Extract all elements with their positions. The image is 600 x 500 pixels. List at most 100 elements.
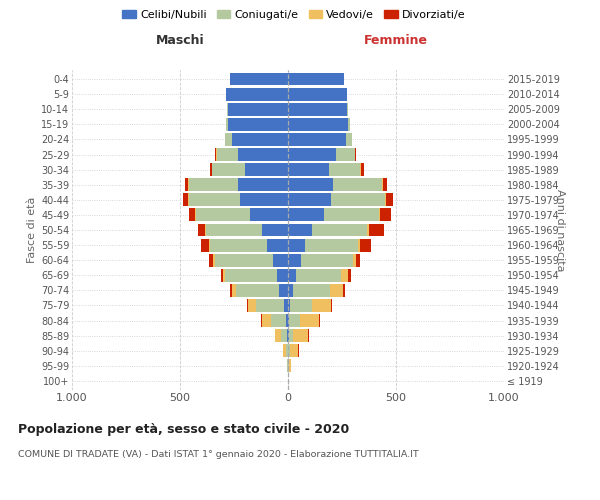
- Bar: [226, 88, 288, 101]
- Bar: [288, 299, 332, 312]
- Bar: [221, 269, 288, 281]
- Bar: [288, 360, 289, 372]
- Bar: [288, 133, 352, 146]
- Bar: [288, 254, 361, 266]
- Bar: [215, 254, 288, 266]
- Bar: [195, 208, 288, 222]
- Bar: [236, 284, 288, 297]
- Bar: [288, 269, 350, 281]
- Bar: [288, 194, 331, 206]
- Bar: [188, 194, 288, 206]
- Bar: [288, 238, 371, 252]
- Bar: [288, 72, 344, 86]
- Bar: [188, 194, 288, 206]
- Bar: [227, 103, 288, 116]
- Bar: [288, 208, 380, 222]
- Bar: [288, 299, 290, 312]
- Bar: [230, 72, 288, 86]
- Bar: [288, 208, 323, 222]
- Bar: [209, 163, 288, 176]
- Bar: [288, 269, 341, 281]
- Bar: [288, 224, 367, 236]
- Bar: [226, 118, 288, 131]
- Bar: [288, 329, 308, 342]
- Bar: [288, 103, 347, 116]
- Bar: [288, 329, 289, 342]
- Bar: [188, 208, 288, 222]
- Bar: [288, 103, 347, 116]
- Bar: [268, 238, 288, 252]
- Bar: [241, 194, 288, 206]
- Bar: [216, 148, 288, 161]
- Bar: [227, 118, 288, 131]
- Bar: [226, 88, 288, 101]
- Bar: [288, 224, 368, 236]
- Bar: [226, 88, 288, 101]
- Bar: [217, 148, 288, 161]
- Bar: [287, 329, 288, 342]
- Bar: [230, 284, 288, 297]
- Bar: [288, 269, 296, 281]
- Bar: [288, 254, 301, 266]
- Bar: [188, 178, 288, 191]
- Bar: [288, 284, 330, 297]
- Bar: [288, 163, 361, 176]
- Bar: [223, 269, 288, 281]
- Bar: [288, 284, 343, 297]
- Bar: [271, 314, 288, 327]
- Bar: [288, 269, 349, 281]
- Bar: [212, 163, 288, 176]
- Bar: [275, 329, 288, 342]
- Bar: [262, 224, 288, 236]
- Bar: [225, 133, 288, 146]
- Bar: [226, 269, 288, 281]
- Bar: [288, 299, 331, 312]
- Bar: [232, 133, 288, 146]
- Bar: [288, 254, 356, 266]
- Bar: [288, 344, 299, 357]
- Bar: [288, 118, 350, 131]
- Bar: [288, 238, 361, 252]
- Bar: [288, 344, 298, 357]
- Bar: [288, 284, 345, 297]
- Bar: [209, 238, 288, 252]
- Bar: [214, 254, 288, 266]
- Bar: [273, 254, 288, 266]
- Bar: [288, 72, 344, 86]
- Bar: [288, 163, 329, 176]
- Y-axis label: Fasce di età: Fasce di età: [26, 197, 37, 263]
- Bar: [277, 269, 288, 281]
- Bar: [288, 88, 347, 101]
- Bar: [245, 163, 288, 176]
- Bar: [230, 72, 288, 86]
- Bar: [210, 238, 288, 252]
- Bar: [288, 360, 291, 372]
- Bar: [286, 314, 288, 327]
- Bar: [288, 208, 391, 222]
- Bar: [288, 118, 350, 131]
- Bar: [200, 238, 288, 252]
- Bar: [230, 72, 288, 86]
- Bar: [288, 314, 289, 327]
- Bar: [288, 194, 385, 206]
- Bar: [288, 254, 353, 266]
- Text: Femmine: Femmine: [364, 34, 428, 48]
- Bar: [238, 148, 288, 161]
- Bar: [226, 133, 288, 146]
- Bar: [286, 344, 288, 357]
- Bar: [288, 329, 293, 342]
- Bar: [288, 238, 358, 252]
- Bar: [199, 224, 288, 236]
- Bar: [287, 360, 288, 372]
- Bar: [288, 360, 291, 372]
- Text: Maschi: Maschi: [155, 34, 205, 48]
- Bar: [288, 148, 355, 161]
- Text: COMUNE DI TRADATE (VA) - Dati ISTAT 1° gennaio 2020 - Elaborazione TUTTITALIA.IT: COMUNE DI TRADATE (VA) - Dati ISTAT 1° g…: [18, 450, 419, 459]
- Bar: [288, 133, 346, 146]
- Bar: [283, 344, 288, 357]
- Bar: [288, 314, 300, 327]
- Bar: [280, 284, 288, 297]
- Bar: [238, 178, 288, 191]
- Bar: [288, 194, 386, 206]
- Bar: [183, 194, 288, 206]
